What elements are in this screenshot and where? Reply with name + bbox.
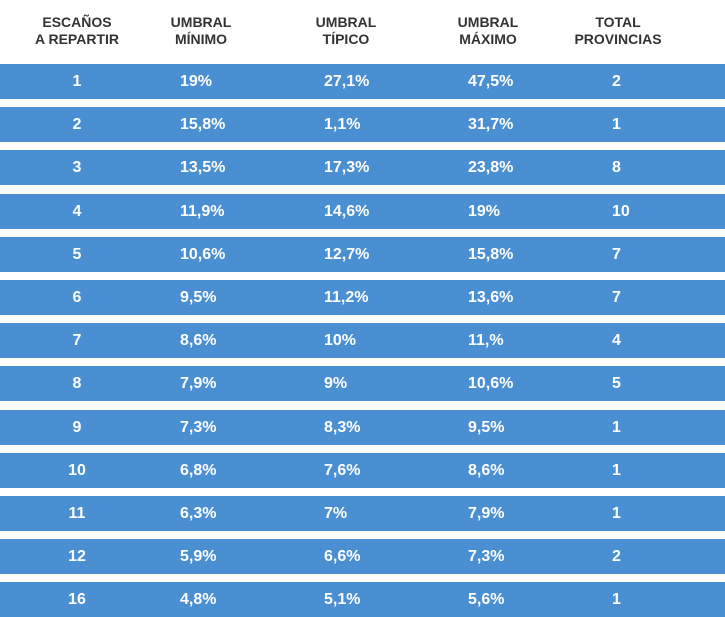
table-cell: 5,9%: [180, 548, 217, 566]
column-header: UMBRAL TÍPICO: [276, 14, 416, 48]
header-line: TÍPICO: [322, 31, 370, 47]
table-cell: 31,7%: [468, 116, 514, 134]
table-cell: 7,9%: [180, 375, 217, 393]
table-cell: 7: [72, 332, 82, 350]
table-cell: 7: [612, 289, 621, 306]
table-cell: 47,5%: [468, 73, 514, 90]
header-line: PROVINCIAS: [574, 31, 662, 47]
header-line: UMBRAL: [457, 14, 519, 30]
table-cell: 11,%: [468, 332, 504, 350]
header-line: UMBRAL: [170, 14, 232, 30]
header-line: TOTAL: [595, 14, 641, 30]
table-cell: 1: [72, 73, 82, 90]
table-cell: 9: [72, 418, 82, 436]
table-cell: 9,5%: [180, 289, 217, 306]
table-cell: 6,3%: [180, 505, 217, 522]
table-cell: 19%: [180, 73, 213, 90]
table-cell: 15,8%: [180, 116, 226, 134]
table-cell: 11,2%: [324, 289, 369, 306]
table-cell: 1: [612, 591, 621, 609]
table-cell: 13,5%: [180, 159, 226, 177]
table-cell: 8: [72, 375, 82, 393]
table-cell: 9,5%: [468, 418, 505, 436]
table-row: 3 13,5% 17,3% 23,8% 8: [0, 150, 725, 186]
table-row: 2 15,8% 1,1% 31,7% 1: [0, 107, 725, 143]
table-row: 16 4,8% 5,1% 5,6% 1: [0, 582, 725, 617]
table-cell: 8,6%: [180, 332, 217, 350]
table-cell: 5: [612, 375, 621, 393]
table-row: 11 6,3% 7% 7,9% 1: [0, 496, 725, 531]
table-cell: 15,8%: [468, 245, 514, 263]
table-cell: 1: [612, 505, 621, 522]
table-cell: 10: [68, 461, 86, 479]
table-cell: 5,1%: [324, 591, 361, 609]
table-cell: 7,3%: [180, 418, 217, 436]
table-cell: 7%: [324, 505, 348, 522]
table-row: 9 7,3% 8,3% 9,5% 1: [0, 409, 725, 445]
table-cell: 8,6%: [468, 461, 505, 479]
table-row: 8 7,9% 9% 10,6% 5: [0, 366, 725, 402]
table-cell: 6,8%: [180, 461, 217, 479]
header-line: A REPARTIR: [35, 31, 119, 47]
table-row: 5 10,6% 12,7% 15,8% 7: [0, 236, 725, 272]
table-cell: 4,8%: [180, 591, 217, 609]
table-cell: 1: [612, 418, 621, 436]
table-cell: 19%: [468, 202, 501, 220]
table-cell: 16: [68, 591, 86, 609]
table-cell: 4: [72, 202, 82, 220]
table-cell: 7,3%: [468, 548, 505, 566]
table-cell: 7,9%: [468, 505, 505, 522]
table-cell: 1: [612, 116, 621, 134]
table-cell: 7: [612, 245, 621, 263]
table-cell: 1,1%: [324, 116, 361, 134]
table-cell: 17,3%: [324, 159, 370, 177]
table-cell: 2: [612, 73, 621, 90]
table-row: 12 5,9% 6,6% 7,3% 2: [0, 539, 725, 575]
table-cell: 11: [68, 505, 86, 522]
table-cell: 8: [612, 159, 621, 177]
table-cell: 10%: [324, 332, 357, 350]
table-cell: 9%: [324, 375, 348, 393]
header-line: UMBRAL: [315, 14, 377, 30]
table-cell: 3: [72, 159, 82, 177]
column-header: UMBRAL MÁXIMO: [418, 14, 558, 48]
table-cell: 5,6%: [468, 591, 505, 609]
table-row: 4 11,9% 14,6% 19% 10: [0, 193, 725, 229]
table-cell: 13,6%: [468, 289, 514, 306]
column-header: UMBRAL MÍNIMO: [131, 14, 271, 48]
table-cell: 6,6%: [324, 548, 361, 566]
table-row: 10 6,8% 7,6% 8,6% 1: [0, 452, 725, 488]
table-cell: 2: [72, 116, 82, 134]
table-cell: 10: [612, 202, 630, 220]
header-line: ESCAÑOS: [42, 14, 112, 30]
table-row: 6 9,5% 11,2% 13,6% 7: [0, 280, 725, 315]
table-cell: 5: [72, 245, 82, 263]
table-cell: 10,6%: [468, 375, 514, 393]
table-cell: 11,9%: [180, 202, 225, 220]
table-cell: 2: [612, 548, 621, 566]
header-line: MÍNIMO: [174, 31, 228, 47]
column-header: ESCAÑOS A REPARTIR: [7, 14, 147, 48]
table-cell: 14,6%: [324, 202, 370, 220]
table-cell: 10,6%: [180, 245, 226, 263]
table-cell: 23,8%: [468, 159, 514, 177]
table-cell: 12,7%: [324, 245, 370, 263]
table-cell: 7,6%: [324, 461, 361, 479]
table-cell: 8,3%: [324, 418, 361, 436]
table-cell: 27,1%: [324, 73, 370, 90]
table-cell: 1: [612, 461, 621, 479]
table-cell: 4: [612, 332, 621, 350]
table-cell: 12: [68, 548, 86, 566]
table-cell: 6: [72, 289, 82, 306]
table-row: 1 19% 27,1% 47,5% 2: [0, 64, 725, 99]
table-row: 7 8,6% 10% 11,% 4: [0, 323, 725, 359]
header-line: MÁXIMO: [459, 31, 517, 47]
column-header: TOTAL PROVINCIAS: [548, 14, 688, 48]
